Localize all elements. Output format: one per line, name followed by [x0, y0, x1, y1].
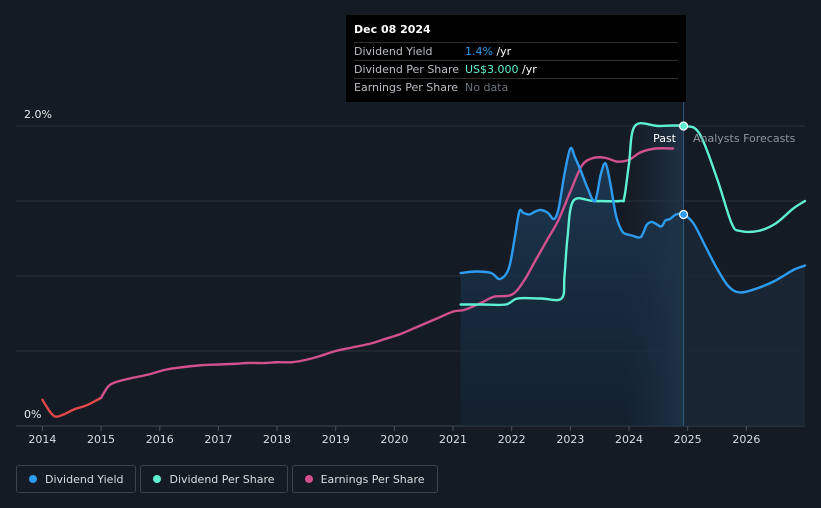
tooltip-value-number: 1.4% — [465, 45, 493, 58]
area-layer — [460, 100, 805, 426]
y-axis-label-bottom: 0% — [24, 408, 41, 421]
x-tick-label: 2026 — [732, 433, 760, 446]
tooltip-value-unit: /yr — [492, 45, 512, 58]
tooltip-value-unit: /yr — [518, 63, 537, 76]
tooltip-label: Earnings Per Share — [354, 81, 459, 94]
series-dots — [678, 121, 689, 220]
tooltip: Dec 08 2024 Dividend Yield 1.4% /yr Divi… — [346, 15, 686, 102]
tooltip-label: Dividend Per Share — [354, 63, 460, 76]
tooltip-value: 1.4% /yr — [465, 45, 511, 58]
legend-dot-icon — [304, 475, 313, 483]
x-tick-label: 2014 — [28, 433, 56, 446]
tooltip-value-number: US$3.000 — [465, 63, 519, 76]
legend-dot-icon — [153, 475, 162, 483]
tooltip-row-dividend-yield: Dividend Yield 1.4% /yr — [354, 42, 678, 60]
yield-line — [459, 146, 807, 294]
y-axis-label-top: 2.0% — [24, 108, 52, 121]
past-marker: Past — [653, 132, 677, 145]
tooltip-row-earnings-per-share: Earnings Per Share No data — [354, 78, 678, 96]
tooltip-row-dividend-per-share: Dividend Per Share US$3.000 /yr — [354, 60, 678, 78]
tooltip-date: Dec 08 2024 — [354, 23, 431, 36]
x-tick-label: 2017 — [204, 433, 232, 446]
x-tick-label: 2023 — [556, 433, 584, 446]
series-lines — [41, 122, 807, 418]
x-tick-label: 2025 — [674, 433, 702, 446]
tooltip-value-number: No data — [465, 81, 509, 94]
legend: Dividend Yield Dividend Per Share Earnin… — [16, 465, 438, 493]
x-axis: 2014 2015 2016 2017 2018 2019 2020 2021 2022 2023… — [28, 426, 760, 446]
x-tick-label: 2022 — [498, 433, 526, 446]
legend-item-dividend-per-share[interactable]: Dividend Per Share — [140, 465, 288, 493]
legend-dot-icon — [29, 475, 37, 483]
tooltip-label: Dividend Yield — [354, 45, 433, 58]
x-tick-label: 2015 — [87, 433, 115, 446]
tooltip-value: No data — [465, 81, 508, 94]
dps-line — [459, 122, 807, 307]
legend-item-earnings-per-share[interactable]: Earnings Per Share — [291, 465, 438, 493]
tooltip-value: US$3.000 /yr — [465, 63, 537, 76]
x-tick-label: 2024 — [615, 433, 643, 446]
forecast-marker: Analysts Forecasts — [693, 132, 796, 145]
legend-label: Dividend Yield — [45, 472, 124, 486]
recent-band — [624, 126, 684, 426]
dps-hover-dot — [678, 121, 689, 131]
yield-hover-dot — [678, 209, 689, 220]
x-tick-label: 2021 — [439, 433, 467, 446]
x-tick-label: 2020 — [380, 433, 408, 446]
x-tick-label: 2018 — [263, 433, 291, 446]
x-tick-label: 2016 — [146, 433, 174, 446]
legend-label: Earnings Per Share — [320, 472, 425, 486]
eps-line-decline — [41, 396, 103, 418]
forecast-area — [683, 214, 805, 426]
x-tick-label: 2019 — [322, 433, 350, 446]
eps-line — [99, 147, 675, 400]
legend-item-dividend-yield[interactable]: Dividend Yield — [16, 465, 137, 493]
legend-label: Dividend Per Share — [169, 472, 275, 486]
